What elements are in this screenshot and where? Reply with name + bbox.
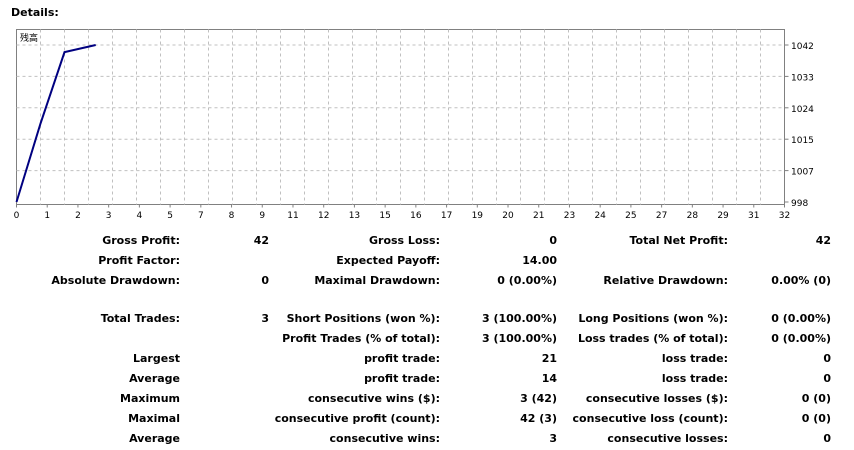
details-title: Details: — [11, 6, 59, 19]
stat-value-cell: 0.00% (0) — [771, 274, 831, 287]
x-tick-label: 8 — [229, 211, 235, 221]
y-tick-label: 1015 — [791, 136, 814, 146]
stat-value-cell: 3 — [549, 432, 557, 445]
x-tick-label: 21 — [533, 211, 544, 221]
stat-label-cell: loss trade: — [661, 372, 728, 385]
stat-label-cell: Largest — [133, 352, 180, 365]
stat-label-cell: loss trade: — [661, 352, 728, 365]
y-tick-label: 1033 — [791, 73, 814, 83]
stat-label-cell: consecutive loss (count): — [572, 412, 728, 425]
stat-label-cell: Maximal — [128, 412, 180, 425]
stat-label-cell: Profit Trades (% of total): — [282, 332, 440, 345]
stat-label-cell: Maximum — [120, 392, 180, 405]
stat-label-cell: Long Positions (won %): — [578, 312, 728, 325]
stat-label-cell: Absolute Drawdown: — [51, 274, 180, 287]
stat-value-cell: 0 — [261, 274, 269, 287]
x-tick-label: 4 — [137, 211, 143, 221]
x-tick-label: 2 — [75, 211, 81, 221]
stat-value-cell: 3 (100.00%) — [481, 332, 557, 345]
x-tick-label: 25 — [625, 211, 636, 221]
stat-value-cell: 14 — [541, 372, 557, 385]
stat-value-cell: 42 (3) — [520, 412, 557, 425]
stat-label-cell: profit trade: — [364, 352, 440, 365]
x-tick-label: 5 — [167, 211, 173, 221]
stat-value-cell: 3 — [261, 312, 269, 325]
x-tick-label: 12 — [318, 211, 329, 221]
y-tick-label: 1007 — [791, 168, 814, 178]
x-tick-label: 11 — [287, 211, 298, 221]
stat-value-cell: 42 — [253, 234, 269, 247]
stat-value-cell: 0 — [823, 352, 831, 365]
chart-x-axis: 0 1 2 3 4 5 7 8 9 11 12 13 15 16 17 19 20 21 23 24 25 27 28 29 3… — [14, 204, 790, 221]
stat-label-cell: consecutive wins ($): — [307, 392, 440, 405]
x-tick-label: 3 — [106, 211, 112, 221]
stat-label-cell: Relative Drawdown: — [603, 274, 728, 287]
stat-label-cell: consecutive losses: — [607, 432, 728, 445]
stat-value-cell: 21 — [541, 352, 557, 365]
stat-label-cell: Gross Profit: — [102, 234, 180, 247]
stat-label-cell: Total Net Profit: — [629, 234, 729, 247]
x-tick-label: 15 — [379, 211, 390, 221]
stat-value-cell: 0 (0) — [801, 392, 831, 405]
stat-label-cell: Average — [129, 372, 180, 385]
x-tick-label: 19 — [472, 211, 484, 221]
stat-label-cell: Gross Loss: — [369, 234, 440, 247]
stat-value-cell: 42 — [815, 234, 831, 247]
stat-label-cell: Loss trades (% of total): — [577, 332, 728, 345]
stat-label-cell: Maximal Drawdown: — [314, 274, 440, 287]
stat-label-cell: Total Trades: — [100, 312, 180, 325]
x-tick-label: 28 — [687, 211, 699, 221]
y-tick-label: 1024 — [791, 105, 814, 115]
stat-label-cell: Short Positions (won %): — [286, 312, 440, 325]
y-tick-label: 1042 — [791, 42, 814, 52]
x-tick-label: 7 — [198, 211, 204, 221]
stat-value-cell: 3 (42) — [520, 392, 557, 405]
x-tick-label: 9 — [259, 211, 265, 221]
stat-value-cell: 0 — [823, 432, 831, 445]
stat-value-cell: 0 — [823, 372, 831, 385]
x-tick-label: 17 — [441, 211, 452, 221]
x-tick-label: 1 — [44, 211, 50, 221]
x-tick-label: 0 — [14, 211, 20, 221]
x-tick-label: 29 — [717, 211, 729, 221]
x-tick-label: 27 — [656, 211, 667, 221]
stat-value-cell: 3 (100.00%) — [481, 312, 557, 325]
stat-value-cell: 0 (0.00%) — [771, 312, 831, 325]
stat-label-cell: consecutive losses ($): — [585, 392, 728, 405]
stat-value-cell: 0 (0.00%) — [771, 332, 831, 345]
stat-value-cell: 14.00 — [522, 254, 557, 267]
stat-label-cell: Expected Payoff: — [336, 254, 440, 267]
stat-label-cell: Average — [129, 432, 180, 445]
stat-label-cell: profit trade: — [364, 372, 440, 385]
x-tick-label: 20 — [502, 211, 514, 221]
x-tick-label: 24 — [594, 211, 606, 221]
chart-y-axis: 1042 1033 1024 1015 1007 998 — [784, 42, 814, 209]
stat-value-cell: 0 (0) — [801, 412, 831, 425]
stat-value-cell: 0 — [549, 234, 557, 247]
y-tick-label: 998 — [791, 199, 808, 209]
x-tick-label: 13 — [349, 211, 360, 221]
x-tick-label: 32 — [779, 211, 790, 221]
chart-series-balance — [15, 44, 96, 203]
stat-label-cell: consecutive profit (count): — [274, 412, 440, 425]
x-tick-label: 16 — [410, 211, 422, 221]
stat-label-cell: consecutive wins: — [329, 432, 440, 445]
chart-legend-label: 残高 — [20, 32, 38, 44]
x-tick-label: 31 — [748, 211, 759, 221]
stat-value-cell: 0 (0.00%) — [497, 274, 557, 287]
chart-grid — [16, 29, 785, 205]
x-tick-label: 23 — [564, 211, 575, 221]
stat-label-cell: Profit Factor: — [98, 254, 180, 267]
